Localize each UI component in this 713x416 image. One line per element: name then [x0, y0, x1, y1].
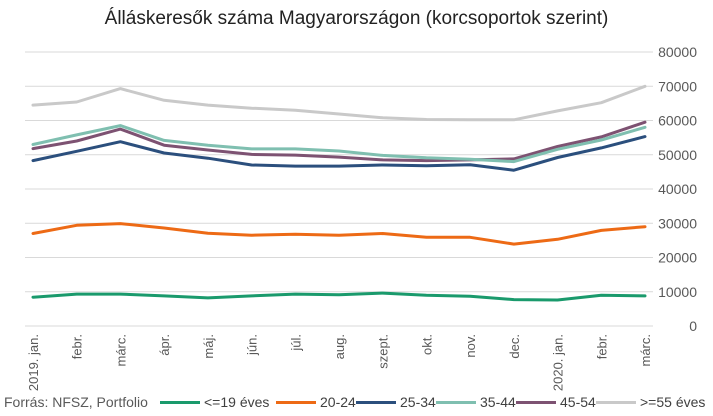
y-tick-label: 80000 [658, 44, 697, 60]
series-line [31, 124, 647, 164]
gridlines [25, 51, 653, 327]
x-tick-label: márc. [638, 334, 653, 367]
x-tick-label: jún. [245, 334, 260, 356]
y-tick-label: 30000 [658, 215, 697, 231]
x-tick-label: márc. [113, 334, 128, 367]
y-tick-label: 60000 [658, 113, 697, 129]
legend-label: 45-54 [560, 394, 596, 410]
legend-swatch [596, 400, 636, 404]
legend-swatch [160, 400, 200, 404]
x-tick-label: ápr. [157, 334, 172, 356]
legend-swatch [356, 400, 396, 404]
x-axis-tick-labels: 2019. jan. febr. márc. ápr. máj. jún. júl. aug.… [26, 334, 653, 391]
legend-item: 20-24 [276, 394, 356, 410]
x-tick-label: szept. [376, 334, 391, 369]
legend-swatch [516, 400, 556, 404]
legend-item: <=19 éves [160, 394, 269, 410]
legend-label: 35-44 [480, 394, 516, 410]
x-tick-label: febr. [70, 334, 85, 359]
legend-item: 45-54 [516, 394, 596, 410]
x-tick-label: dec. [507, 334, 522, 359]
y-tick-label: 70000 [658, 78, 697, 94]
x-tick-label: aug. [332, 334, 347, 359]
x-tick-label: febr. [594, 334, 609, 359]
x-tick-label: máj. [201, 334, 216, 359]
y-axis-tick-labels: 0 10000 20000 30000 40000 50000 60000 70000 8000… [658, 44, 697, 334]
y-tick-label: 0 [689, 318, 697, 334]
x-tick-label: okt. [419, 334, 434, 355]
series-line [31, 84, 647, 122]
legend-label: <=19 éves [204, 394, 270, 410]
legend-item: 25-34 [356, 394, 436, 410]
series-line [31, 135, 647, 172]
legend-label: 20-24 [320, 394, 356, 410]
x-tick-label: 2019. jan. [26, 334, 41, 391]
x-tick-label: nov. [463, 334, 478, 358]
chart-title: Álláskeresők száma Magyarországon (korcs… [104, 8, 609, 29]
y-tick-label: 40000 [658, 181, 697, 197]
y-tick-label: 50000 [658, 147, 697, 163]
legend-swatch [436, 400, 476, 404]
series-line [31, 120, 647, 163]
series-lines [31, 84, 647, 302]
legend-swatch [276, 400, 316, 404]
series-line [31, 222, 647, 246]
x-tick-label: 2020. jan. [551, 334, 566, 391]
source-note: Forrás: NFSZ, Portfolio [4, 394, 148, 410]
legend-item: 35-44 [436, 394, 516, 410]
y-tick-label: 10000 [658, 284, 697, 300]
legend-label: >=55 éves [640, 394, 706, 410]
legend: <=19 éves 20-24 25-34 35-44 45-54 >=55 éves [160, 394, 713, 414]
y-tick-label: 20000 [658, 250, 697, 266]
legend-item: >=55 éves [596, 394, 705, 410]
series-line [31, 291, 647, 302]
legend-label: 25-34 [400, 394, 436, 410]
x-tick-label: júl. [288, 334, 303, 352]
